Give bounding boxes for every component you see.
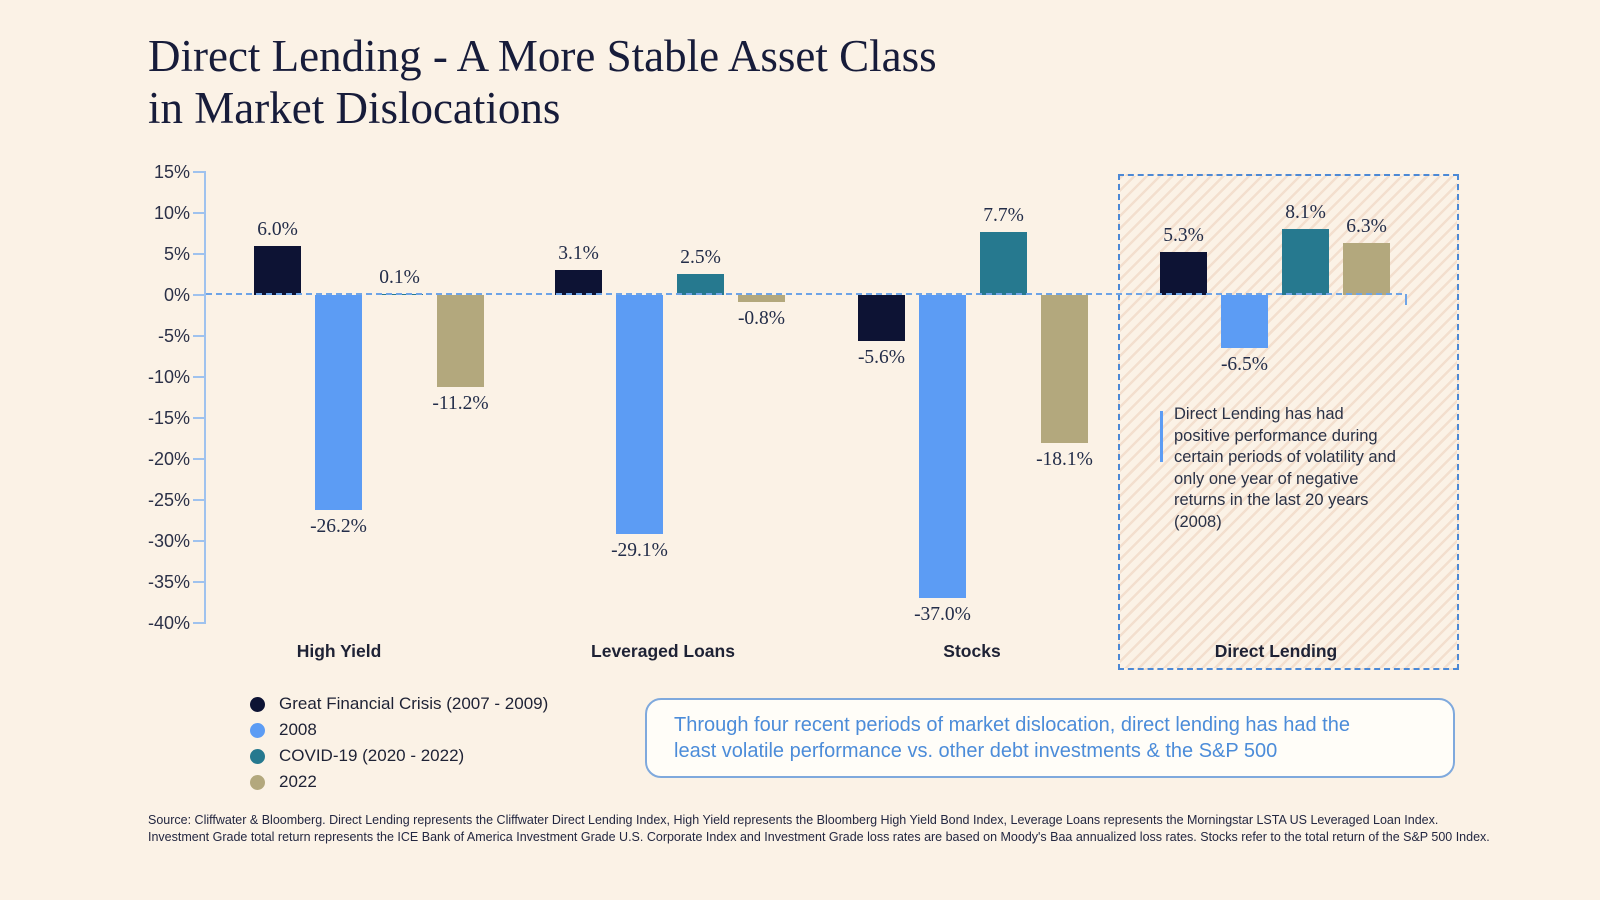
legend-label: Great Financial Crisis (2007 - 2009) — [279, 694, 549, 713]
y-axis-tick-mark — [193, 212, 204, 214]
bar — [555, 270, 602, 295]
bar — [315, 295, 362, 510]
bar — [437, 295, 484, 387]
y-axis-tick-label: 15% — [153, 162, 190, 182]
y-axis-tick-label: -25% — [147, 490, 190, 510]
legend-swatch — [250, 696, 265, 712]
legend-label: COVID-19 (2020 - 2022) — [279, 746, 465, 765]
y-axis-tick-mark — [193, 376, 204, 378]
summary-callout: Through four recent periods of market di… — [645, 698, 1455, 778]
page-title-line-2: in Market Dislocations — [148, 83, 561, 133]
bar-value-label: 3.1% — [558, 243, 599, 264]
y-axis-tick-mark — [193, 171, 204, 173]
page-title: Direct Lending - A More Stable Asset Cla… — [148, 30, 937, 134]
source-note-line-2: Investment Grade total return represents… — [148, 829, 1490, 844]
category-label: Stocks — [943, 641, 1001, 661]
legend-label: 2008 — [279, 720, 317, 739]
bar-value-label: 6.0% — [257, 219, 298, 240]
y-axis-tick-label: 5% — [163, 244, 190, 264]
source-note: Source: Cliffwater & Bloomberg. Direct L… — [148, 812, 1490, 845]
y-axis-tick-label: -20% — [147, 449, 190, 469]
category-label: High Yield — [296, 641, 382, 661]
y-axis-tick-mark — [193, 294, 204, 296]
legend-item: 2022 — [250, 769, 548, 795]
bar — [738, 295, 785, 302]
source-note-line-1: Source: Cliffwater & Bloomberg. Direct L… — [148, 813, 1439, 827]
bar-value-label: -0.8% — [737, 308, 786, 329]
category-label: Leveraged Loans — [591, 641, 735, 661]
legend-label: 2022 — [279, 772, 317, 791]
bar — [919, 295, 966, 598]
y-axis-tick-label: -15% — [147, 408, 190, 428]
y-axis-tick-label: -10% — [147, 367, 190, 387]
legend-item: 2008 — [250, 717, 548, 743]
bar — [616, 295, 663, 534]
bar — [254, 246, 301, 295]
bar-value-label: 2.5% — [680, 247, 721, 268]
highlight-annotation: Direct Lending has had positive performa… — [1160, 404, 1422, 533]
y-axis-tick-label: -35% — [147, 572, 190, 592]
y-axis-tick-label: 10% — [153, 203, 190, 223]
bar — [1221, 295, 1268, 348]
y-axis-tick-mark — [193, 499, 204, 501]
legend: Great Financial Crisis (2007 - 2009) 2008… — [250, 691, 548, 795]
y-axis-line — [204, 171, 206, 624]
y-axis-tick-label: -40% — [147, 613, 190, 633]
legend-swatch — [250, 722, 265, 738]
bar — [1160, 252, 1207, 295]
bar-value-label: -26.2% — [310, 516, 367, 537]
bar — [1041, 295, 1088, 443]
bar-value-label: -29.1% — [611, 540, 668, 561]
legend-item: Great Financial Crisis (2007 - 2009) — [250, 691, 548, 717]
bar — [858, 295, 905, 341]
bar — [980, 232, 1027, 295]
bar-value-label: -6.5% — [1220, 354, 1269, 375]
bar — [1282, 229, 1329, 295]
y-axis-tick-mark — [193, 417, 204, 419]
bar-value-label: -18.1% — [1036, 449, 1093, 470]
y-axis-tick-mark — [193, 335, 204, 337]
y-axis-tick-mark — [193, 540, 204, 542]
bar-value-label: 7.7% — [983, 205, 1024, 226]
y-axis-tick-label: -5% — [157, 326, 190, 346]
bar-value-label: 0.1% — [379, 267, 420, 288]
annotation-accent-bar — [1160, 411, 1163, 462]
legend-swatch — [250, 774, 265, 790]
summary-callout-line-1: Through four recent periods of market di… — [674, 714, 1350, 736]
bar-value-label: -11.2% — [432, 393, 489, 414]
y-axis-tick-mark — [193, 458, 204, 460]
y-axis-tick-mark — [193, 581, 204, 583]
y-axis-tick-mark — [193, 253, 204, 255]
y-axis-tick-mark — [193, 622, 204, 624]
summary-callout-line-2: least volatile performance vs. other deb… — [674, 740, 1278, 762]
annotation-text: Direct Lending has had positive performa… — [1174, 405, 1396, 531]
bar-value-label: 6.3% — [1346, 216, 1387, 237]
legend-item: COVID-19 (2020 - 2022) — [250, 743, 548, 769]
category-label: Direct Lending — [1214, 641, 1338, 661]
bar — [1343, 243, 1390, 295]
zero-baseline-end-tick — [1405, 294, 1407, 305]
bar-value-label: 8.1% — [1285, 202, 1326, 223]
bar-value-label: -5.6% — [857, 347, 906, 368]
bar — [677, 274, 724, 295]
y-axis-tick-label: -30% — [147, 531, 190, 551]
bar-value-label: 5.3% — [1163, 225, 1204, 246]
y-axis-tick-label: 0% — [163, 285, 190, 305]
bar-value-label: -37.0% — [914, 604, 971, 625]
legend-swatch — [250, 748, 265, 764]
zero-baseline — [206, 293, 1402, 295]
page-title-line-1: Direct Lending - A More Stable Asset Cla… — [148, 31, 937, 81]
